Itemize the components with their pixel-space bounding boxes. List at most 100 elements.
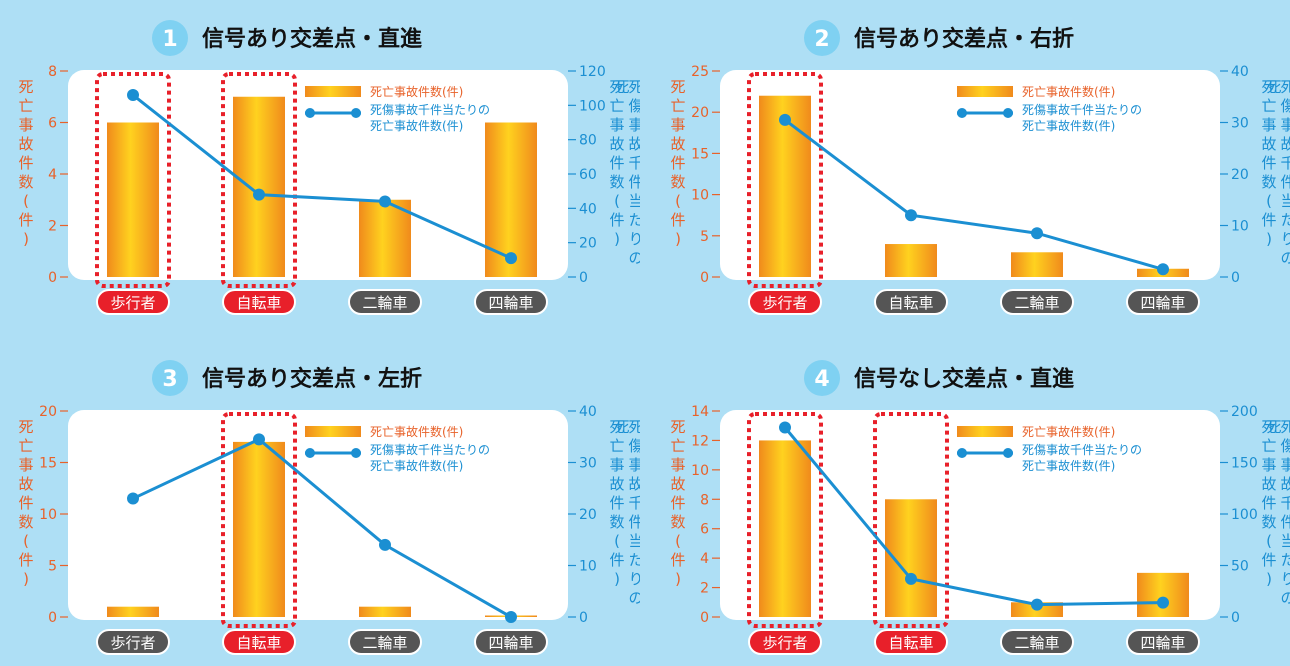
- category-label: 二輪車: [348, 629, 422, 655]
- axis-title-char: (: [675, 532, 681, 550]
- line-point: [127, 492, 139, 505]
- bar: [1137, 572, 1189, 617]
- left-tick-label: 5: [48, 559, 57, 575]
- category-text: 自転車: [888, 634, 933, 652]
- axis-title-char: 故: [1261, 475, 1276, 493]
- line-point: [905, 209, 917, 222]
- chart-panel-2: 2 信号あり交差点・右折 0 5 10 15 20 25 死亡事故件数(件) 0 10 20 30 40 死…: [652, 0, 1290, 326]
- right-tick-label: 20: [579, 507, 597, 523]
- axis-title-char: 事: [628, 116, 640, 134]
- axis-title-char: た: [1280, 551, 1290, 569]
- line-point: [505, 611, 517, 623]
- axis-title-char: 千: [628, 154, 640, 172]
- axis-title-char: 千: [1280, 154, 1290, 172]
- bar: [885, 244, 937, 277]
- legend-bar-swatch: [957, 426, 1013, 437]
- right-tick-label: 40: [579, 404, 597, 420]
- axis-title-char: 亡: [1261, 97, 1276, 115]
- right-axis-title-col1: 死: [1266, 418, 1281, 436]
- line-point: [1031, 598, 1043, 611]
- axis-title-char: 事: [1261, 116, 1276, 134]
- chart-title-group: 4 信号なし交差点・直進: [804, 360, 1074, 396]
- left-tick-label: 10: [691, 188, 709, 204]
- axis-title-char: た: [1280, 211, 1290, 229]
- axis-title-char: 故: [1261, 135, 1276, 153]
- legend-bar-label: 死亡事故件数(件): [1022, 84, 1115, 99]
- axis-title-char: 傷: [628, 437, 640, 455]
- line-point: [1157, 596, 1169, 609]
- category-label: 二輪車: [1000, 629, 1074, 655]
- left-tick-label: 0: [700, 610, 709, 626]
- bar: [759, 95, 811, 277]
- right-tick-label: 60: [579, 167, 597, 183]
- category-label: 歩行者: [96, 289, 170, 315]
- legend-line-marker: [957, 108, 967, 118]
- axis-title-char: 件: [18, 211, 33, 229]
- left-tick-label: 2: [48, 219, 57, 235]
- right-axis: 0 10 20 30 40: [568, 404, 597, 626]
- left-axis: 0 5 10 15 20 25: [691, 64, 720, 286]
- chart-svg: 2 信号あり交差点・右折0510152025死亡事故件数(件)010203040死…: [670, 20, 1290, 315]
- axis-title-char: 故: [1280, 135, 1290, 153]
- category-label: 歩行者: [748, 629, 822, 655]
- axis-title-char: 件: [1280, 173, 1290, 191]
- right-tick-label: 10: [579, 559, 597, 575]
- right-axis-title-b: 死傷事故千件当たりの: [1280, 78, 1290, 267]
- right-tick-label: 150: [1231, 456, 1258, 472]
- right-tick-label: 200: [1231, 404, 1258, 420]
- number-badge: [152, 360, 188, 396]
- bar: [1011, 252, 1063, 277]
- axis-title-char: 事: [18, 456, 33, 474]
- right-tick-label: 0: [1231, 270, 1240, 286]
- legend-bar-label: 死亡事故件数(件): [370, 424, 463, 439]
- left-tick-label: 15: [39, 456, 57, 472]
- axis-title-char: (: [1266, 192, 1272, 210]
- legend-line-label-1: 死傷事故千件当たりの: [1022, 102, 1142, 117]
- right-axis-title-a: 死亡事故件数(件): [609, 78, 624, 248]
- axis-title-char: 傷: [1280, 437, 1290, 455]
- axis-title-char: 故: [609, 135, 624, 153]
- category-text: 二輪車: [362, 294, 407, 312]
- left-tick-label: 0: [700, 270, 709, 286]
- category-text: 歩行者: [110, 294, 155, 312]
- bar-series: [759, 440, 1189, 617]
- line-point: [779, 421, 791, 434]
- axis-title-char: 件: [670, 494, 685, 512]
- chart-panel-1: 1 信号あり交差点・直進 0 2 4 6 8 死亡事故件数(件) 0 20 40 60 80 100 120…: [0, 0, 645, 326]
- axis-title-char: の: [1280, 589, 1290, 607]
- line-point: [379, 195, 391, 208]
- left-axis-title: 死亡事故件数(件): [670, 78, 685, 248]
- category-pill: [1126, 289, 1200, 315]
- category-text: 四輪車: [488, 294, 533, 312]
- right-tick-label: 100: [579, 98, 606, 114]
- chart-title: 信号あり交差点・左折: [202, 366, 422, 392]
- axis-title-char: 件: [1261, 154, 1276, 172]
- category-pill: [348, 289, 422, 315]
- axis-title-char: 亡: [609, 437, 624, 455]
- axis-title-char: 当: [628, 532, 640, 550]
- right-axis: 0 50 100 150 200: [1220, 404, 1258, 626]
- axis-title-char: 死: [670, 418, 685, 436]
- axis-title-char: 死: [628, 78, 640, 96]
- axis-title-char: 死: [1280, 418, 1290, 436]
- axis-title-char: 件: [670, 154, 685, 172]
- line-point: [905, 572, 917, 585]
- chart-title: 信号なし交差点・直進: [854, 366, 1074, 392]
- right-tick-label: 120: [579, 64, 606, 80]
- axis-title-char: 事: [1261, 456, 1276, 474]
- axis-title-char: ): [1266, 230, 1272, 248]
- category-label: 四輪車: [1126, 629, 1200, 655]
- axis-title-char: り: [1280, 570, 1290, 588]
- axis-title-char: 死: [670, 78, 685, 96]
- axis-title-char: (: [23, 532, 29, 550]
- highlight-box: [747, 72, 823, 288]
- axis-title-char: 当: [628, 192, 640, 210]
- left-tick-label: 20: [39, 404, 57, 420]
- legend-bar-label: 死亡事故件数(件): [1022, 424, 1115, 439]
- axis-title-char: 件: [18, 494, 33, 512]
- axis-title-char: 数: [670, 173, 685, 191]
- chart-svg: 3 信号あり交差点・左折05101520死亡事故件数(件)010203040死死亡…: [18, 360, 640, 655]
- axis-title-char: 千: [1280, 494, 1290, 512]
- axis-title-char: 亡: [670, 97, 685, 115]
- right-axis-title-a: 死亡事故件数(件): [1261, 78, 1276, 248]
